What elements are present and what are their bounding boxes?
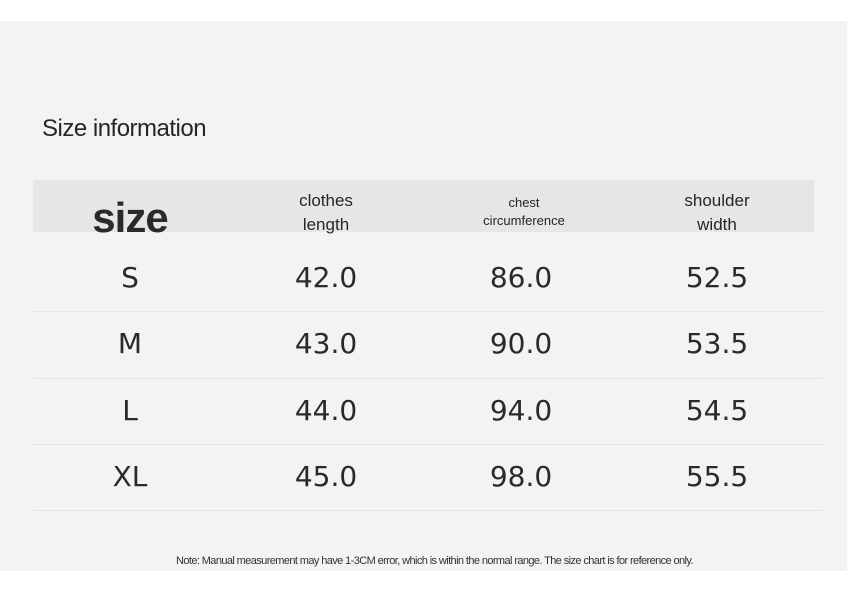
row-m-chest: 90.0 [489,327,553,360]
row-divider [33,378,823,379]
row-s-shoulder: 52.5 [685,261,749,294]
row-s-chest: 86.0 [489,261,553,294]
section-title: Size information [42,115,207,142]
header-clothes-length-line2: length [302,215,350,234]
header-chest-line1: chest [508,195,540,210]
row-m-length: 43.0 [294,327,358,360]
row-m-shoulder: 53.5 [685,327,749,360]
row-divider [33,510,823,511]
header-shoulder-line2: width [697,215,737,234]
row-m-size: M [117,327,143,360]
header-shoulder-line1: shoulder [684,191,750,210]
row-xl-size: XL [112,460,148,493]
row-divider [33,311,823,312]
row-divider [33,444,823,445]
row-l-shoulder: 54.5 [685,394,749,427]
header-clothes-length: clothes length [299,189,353,237]
row-s-size: S [121,261,139,294]
size-chart-panel [0,21,847,571]
row-xl-shoulder: 55.5 [685,460,749,493]
row-xl-chest: 98.0 [489,460,553,493]
row-l-chest: 94.0 [489,394,553,427]
header-chest-line2: circumference [483,213,565,228]
header-chest-circumference: chest circumference [483,194,565,230]
header-shoulder-width: shoulder width [684,189,749,237]
measurement-note: Note: Manual measurement may have 1-3CM … [176,555,694,567]
row-s-length: 42.0 [294,261,358,294]
row-l-size: L [122,394,138,427]
header-clothes-length-line1: clothes [299,191,353,210]
row-l-length: 44.0 [294,394,358,427]
header-size: size [92,194,168,241]
table-header-band [33,180,814,232]
row-xl-length: 45.0 [294,460,358,493]
